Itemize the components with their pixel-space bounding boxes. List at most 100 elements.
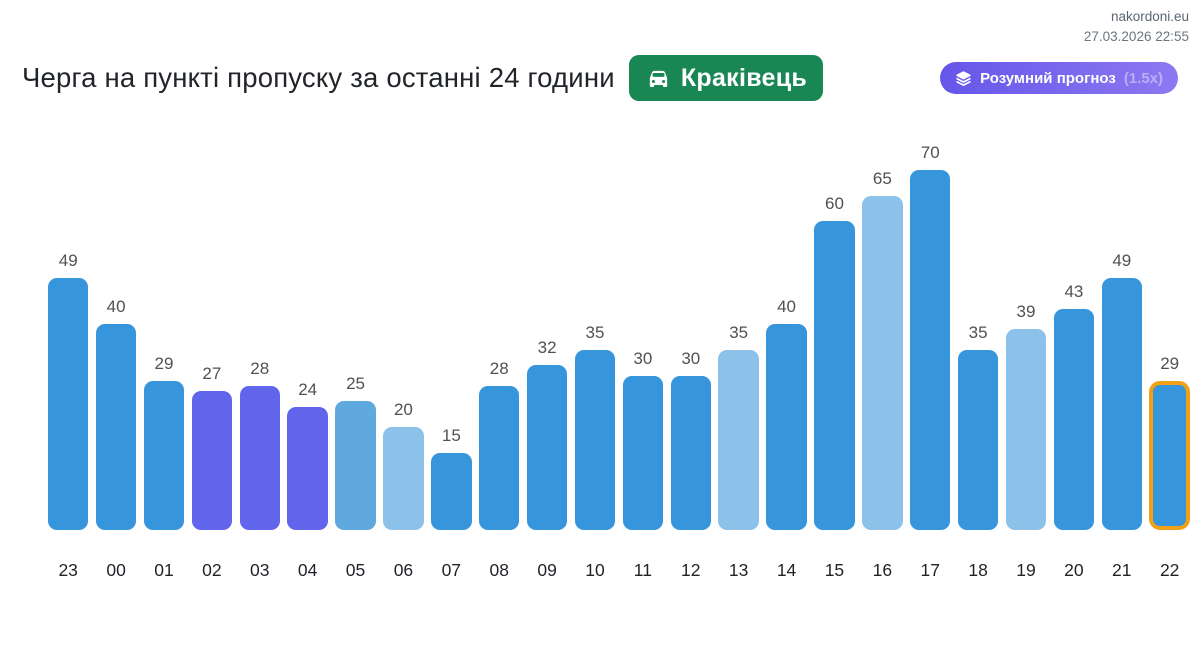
bar-column: 30: [622, 349, 664, 530]
bar-column: 49: [1101, 251, 1142, 530]
x-axis-label: 11: [633, 560, 652, 580]
bar-column: 40: [766, 297, 807, 530]
bar-12[interactable]: [670, 376, 711, 530]
x-axis-label: 02: [202, 560, 222, 580]
bar-value-label: 49: [58, 251, 78, 270]
bar-13[interactable]: [718, 350, 759, 530]
bar-value-label: 28: [489, 359, 509, 378]
bar-column: 40: [95, 297, 137, 530]
page-title: Черга на пункті пропуску за останні 24 г…: [22, 62, 615, 93]
bar-16[interactable]: [862, 196, 903, 530]
bar-value-label: 29: [1160, 354, 1180, 373]
bar-06[interactable]: [383, 427, 424, 530]
bar-22[interactable]: [1149, 381, 1190, 530]
bar-value-label: 43: [1064, 282, 1084, 301]
bar-column: 20: [383, 400, 424, 530]
x-axis-label: 05: [345, 560, 366, 580]
bar-column: 39: [1005, 302, 1047, 530]
bar-column: 49: [48, 251, 89, 530]
bar-21[interactable]: [1101, 278, 1142, 530]
bar-03[interactable]: [239, 386, 280, 530]
bar-value-label: 30: [681, 349, 701, 368]
bar-value-label: 65: [872, 169, 892, 188]
bar-value-label: 29: [154, 354, 174, 373]
bar-value-label: 40: [777, 297, 797, 316]
x-axis-label: 15: [824, 560, 845, 580]
x-axis-labels: 23 00 01 02 03 04 05 06 07 08 09 10 11 12 13 14 15 16 17 18…: [48, 560, 1190, 581]
car-icon: [645, 65, 672, 92]
bar-column: 28: [239, 359, 280, 530]
x-axis-label: 10: [585, 560, 605, 580]
bar-10[interactable]: [574, 350, 616, 530]
x-axis-label: 16: [872, 560, 893, 580]
bar-column: 25: [335, 374, 376, 530]
smart-forecast-label: Розумний прогноз: [980, 69, 1116, 87]
bar-value-label: 49: [1112, 251, 1132, 270]
bar-column: 29: [143, 354, 185, 530]
bar-01[interactable]: [143, 381, 185, 530]
bar-value-label: 30: [633, 349, 653, 368]
bar-value-label: 35: [729, 323, 749, 342]
bar-02[interactable]: [191, 391, 233, 530]
x-axis-label: 21: [1112, 560, 1132, 580]
bar-18[interactable]: [957, 350, 999, 530]
bar-20[interactable]: [1053, 309, 1095, 530]
x-axis-label: 23: [58, 560, 78, 580]
bar-07[interactable]: [431, 453, 472, 530]
bar-column: 32: [526, 338, 568, 530]
bar-column: 15: [431, 426, 472, 530]
site-link[interactable]: nakordoni.eu: [1110, 9, 1189, 24]
bar-value-label: 35: [968, 323, 988, 342]
bar-19[interactable]: [1005, 329, 1047, 530]
bar-14[interactable]: [766, 324, 807, 530]
bar-04[interactable]: [287, 407, 328, 530]
checkpoint-name: Краківець: [680, 63, 808, 92]
x-axis-label: 03: [250, 560, 270, 580]
x-axis-label: 18: [968, 560, 988, 580]
bar-value-label: 27: [202, 364, 222, 383]
bar-column: 30: [670, 349, 711, 530]
x-axis-label: 12: [681, 560, 701, 580]
bar-value-label: 39: [1016, 302, 1036, 321]
bar-23[interactable]: [48, 278, 89, 530]
bar-column: 35: [574, 323, 616, 530]
bar-column: 35: [957, 323, 999, 530]
bar-value-label: 60: [824, 194, 844, 213]
bar-08[interactable]: [479, 386, 520, 530]
bar-value-label: 25: [346, 374, 365, 393]
x-axis-label: 04: [297, 560, 318, 580]
x-axis-label: 14: [776, 560, 797, 580]
bar-value-label: 20: [393, 400, 413, 419]
bar-value-label: 70: [920, 143, 940, 162]
x-axis-label: 22: [1159, 560, 1180, 580]
bar-value-label: 40: [106, 297, 126, 316]
smart-forecast-button[interactable]: Розумний прогноз (1.5x): [940, 62, 1178, 94]
bar-15[interactable]: [814, 221, 855, 530]
layers-icon: [955, 70, 972, 87]
bar-05[interactable]: [335, 401, 376, 530]
bar-chart: 49 40 29 27 28 24 25 20 15 28 32 35 30 30 35 40 60 65 70 35…: [48, 0, 1190, 530]
bar-value-label: 24: [298, 380, 318, 399]
checkpoint-badge[interactable]: Краківець: [628, 55, 824, 101]
x-axis-label: 00: [106, 560, 126, 580]
x-axis-label: 13: [728, 560, 749, 580]
bar-column: 29: [1149, 354, 1190, 530]
bar-11[interactable]: [622, 376, 664, 530]
header-meta: nakordoni.eu 27.03.2026 22:55: [1084, 8, 1189, 45]
bar-value-label: 15: [441, 426, 461, 445]
bar-value-label: 28: [250, 359, 270, 378]
timestamp: 27.03.2026 22:55: [1083, 28, 1189, 44]
bar-column: 35: [718, 323, 759, 530]
bar-column: 24: [287, 380, 328, 530]
bar-column: 43: [1053, 282, 1095, 530]
bar-value-label: 35: [585, 323, 605, 342]
x-axis-label: 17: [920, 560, 940, 580]
forecast-multiplier: (1.5x): [1123, 69, 1163, 87]
x-axis-label: 20: [1064, 560, 1084, 580]
bar-17[interactable]: [910, 170, 951, 530]
bar-00[interactable]: [95, 324, 137, 530]
title-row: Черга на пункті пропуску за останні 24 г…: [22, 55, 1178, 101]
bar-column: 28: [479, 359, 520, 530]
bar-09[interactable]: [526, 365, 568, 530]
x-axis-label: 19: [1016, 560, 1036, 580]
